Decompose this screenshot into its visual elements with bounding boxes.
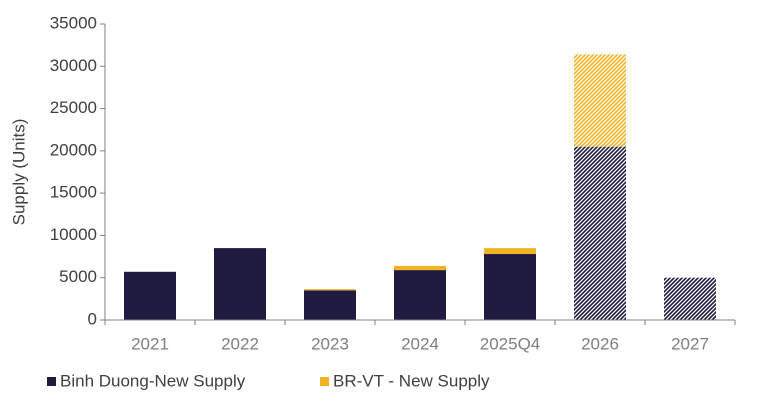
y-tick-label: 5000 bbox=[59, 267, 97, 286]
y-tick-label: 35000 bbox=[50, 13, 97, 32]
bar-segment bbox=[304, 289, 356, 291]
x-tick-label: 2021 bbox=[131, 334, 169, 353]
bar-segment bbox=[664, 277, 716, 320]
legend-swatch bbox=[320, 377, 329, 386]
bar-segment bbox=[124, 271, 176, 320]
bar-segment bbox=[214, 248, 266, 320]
x-tick-label: 2023 bbox=[311, 334, 349, 353]
bar-segment bbox=[304, 290, 356, 320]
y-tick-label: 20000 bbox=[50, 140, 97, 159]
bar-segment bbox=[394, 265, 446, 271]
y-tick-label: 25000 bbox=[50, 98, 97, 117]
legend-label: BR-VT - New Supply bbox=[333, 371, 490, 390]
y-tick-label: 15000 bbox=[50, 183, 97, 202]
bar-segment bbox=[574, 146, 626, 320]
x-tick-label: 2024 bbox=[401, 334, 439, 353]
y-tick-label: 10000 bbox=[50, 225, 97, 244]
legend-swatch bbox=[47, 377, 56, 386]
bar-segment bbox=[484, 254, 536, 320]
y-axis-label: Supply (Units) bbox=[9, 119, 28, 226]
legend-label: Binh Duong-New Supply bbox=[60, 371, 246, 390]
x-tick-label: 2027 bbox=[671, 334, 709, 353]
y-tick-label: 0 bbox=[88, 309, 97, 328]
y-tick-label: 30000 bbox=[50, 56, 97, 75]
x-tick-label: 2022 bbox=[221, 334, 259, 353]
bar-segment bbox=[394, 270, 446, 320]
bar-segment bbox=[574, 54, 626, 147]
x-tick-label: 2025Q4 bbox=[480, 334, 541, 353]
bar-segment bbox=[484, 248, 536, 255]
x-tick-label: 2026 bbox=[581, 334, 619, 353]
